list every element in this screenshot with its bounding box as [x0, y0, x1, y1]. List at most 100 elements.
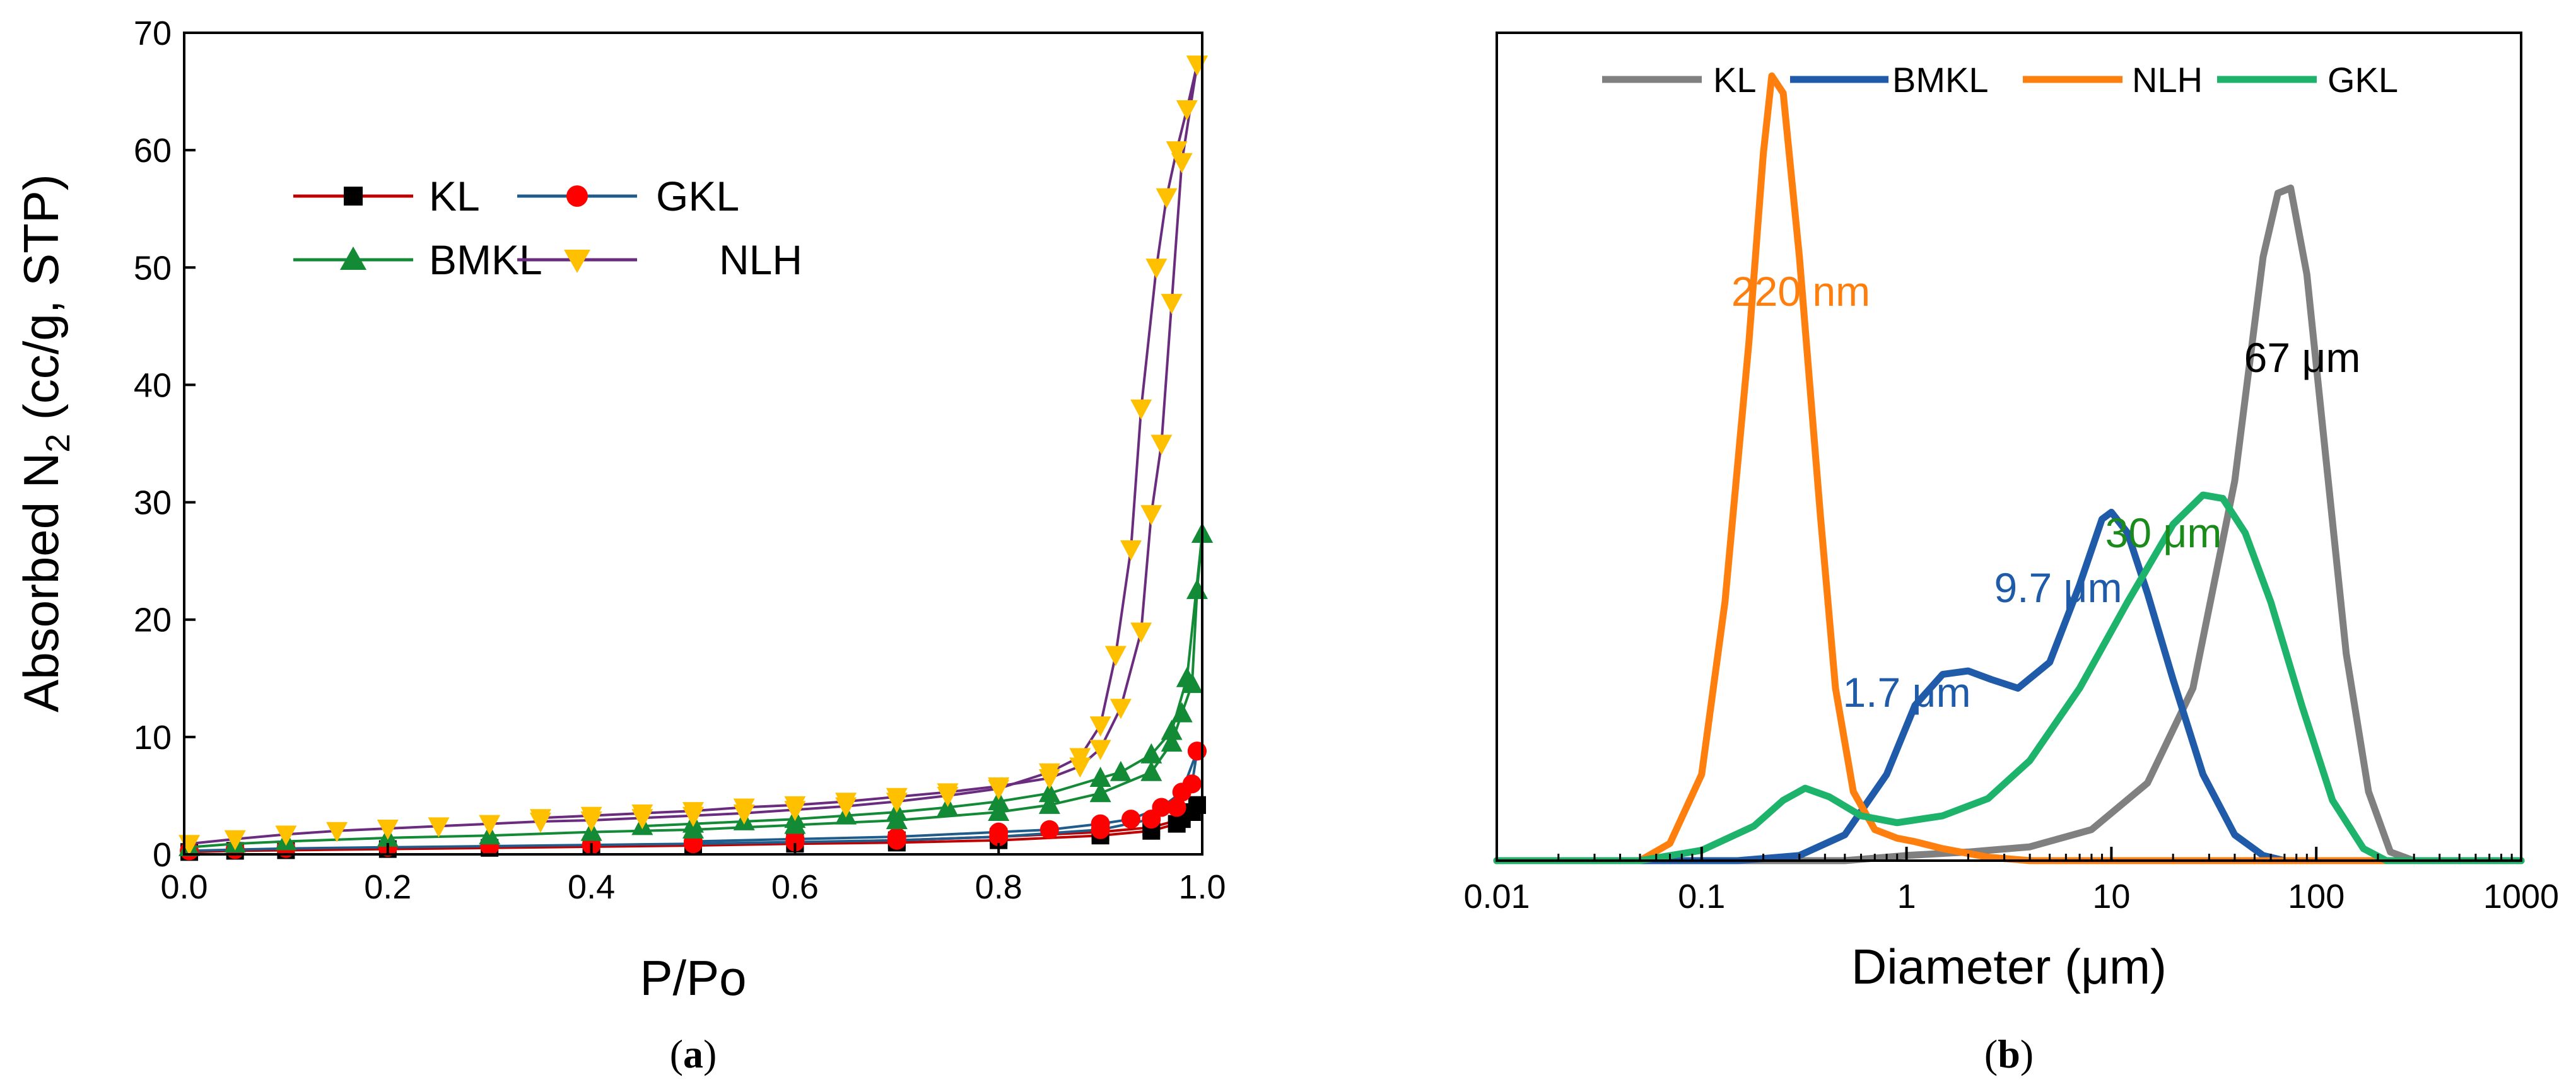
point-a-bmkl: [1176, 666, 1198, 687]
point-a-nlh: [1150, 434, 1173, 455]
point-a-bmkl: [1089, 767, 1111, 788]
point-a-nlh: [835, 793, 857, 813]
point-a-nlh: [326, 822, 348, 842]
point-a-nlh: [1140, 505, 1162, 526]
point-a-gkl: [989, 822, 1009, 842]
point-a-bmkl: [1089, 782, 1111, 803]
point-a-nlh: [733, 798, 755, 819]
point-a-gkl: [1187, 741, 1207, 761]
chart-a-xtick-label: 0.6: [771, 868, 819, 906]
series-b-nlh: [1493, 72, 2525, 864]
point-a-gkl: [1167, 798, 1186, 817]
chart-b-axes: 0.01 0.1 1 10 100 1000: [1463, 847, 2559, 916]
chart-a-xtick-label: 0.0: [160, 868, 208, 906]
point-a-nlh: [1176, 100, 1198, 120]
point-a-nlh: [1166, 141, 1188, 162]
point-a-nlh: [1109, 699, 1132, 719]
chart-b-legend: KL BMKL NLH GKL: [1602, 60, 2398, 100]
point-a-bmkl: [1161, 719, 1183, 740]
point-a-bmkl: [1161, 731, 1183, 752]
point-a-nlh: [428, 817, 450, 838]
annotation-30um: 30 μm: [2105, 509, 2222, 556]
legend-b-label-gkl: GKL: [2327, 60, 2398, 100]
chart-b-xlabel: Diameter (μm): [1851, 939, 2167, 994]
chart-b-xtick-label: 100: [2288, 878, 2345, 916]
point-a-nlh: [1089, 716, 1111, 737]
point-a-gkl: [785, 829, 805, 849]
chart-b-xtick-label: 1: [1897, 878, 1916, 916]
point-a-nlh: [1130, 399, 1152, 420]
point-a-nlh: [1145, 259, 1168, 279]
series-a-nlh: [179, 55, 1208, 856]
point-a-bmkl: [1140, 760, 1162, 781]
point-a-gkl: [1152, 798, 1171, 817]
legend-label-nlh: NLH: [719, 236, 802, 283]
annotation-1-7um: 1.7 μm: [1842, 669, 1970, 716]
legend-item-kl: KL: [293, 173, 480, 219]
point-a-nlh: [1171, 153, 1193, 173]
chart-a-ytick-label: 20: [134, 602, 172, 639]
series-b-bmkl: [1493, 508, 2525, 864]
chart-a-panel-label: (a): [670, 1032, 717, 1076]
point-a-nlh: [1120, 540, 1142, 561]
legend-item-gkl: GKL: [517, 173, 739, 219]
legend-b-item-nlh: NLH: [2023, 60, 2203, 100]
chart-a-xtick-label: 0.4: [568, 868, 615, 906]
point-a-bmkl: [1038, 793, 1060, 814]
point-a-gkl: [1172, 782, 1191, 802]
chart-a-xtick-label: 0.8: [975, 868, 1022, 906]
point-a-nlh: [1104, 646, 1127, 666]
point-a-nlh: [631, 804, 653, 825]
point-a-nlh: [1156, 188, 1178, 209]
chart-b-plot-area: [1493, 72, 2525, 864]
point-a-nlh: [784, 796, 806, 817]
point-a-nlh: [937, 783, 959, 804]
chart-b-panel-letter: b: [1998, 1032, 2020, 1076]
point-a-nlh: [1130, 622, 1152, 643]
point-a-nlh: [580, 806, 602, 827]
point-a-gkl: [1121, 810, 1141, 829]
legend-item-nlh: NLH: [517, 236, 802, 283]
point-a-nlh: [1038, 769, 1060, 790]
chart-a-ytick-label: 30: [134, 484, 172, 522]
chart-a-ytick-label: 40: [134, 366, 172, 404]
chart-a-ylabel-post: (cc/g, STP): [13, 174, 69, 434]
chart-a-ytick-label: 0: [153, 836, 172, 874]
point-a-bmkl: [1038, 782, 1060, 803]
chart-a-ytick-label: 10: [134, 719, 172, 757]
point-a-bmkl: [1171, 702, 1193, 723]
chart-a-ytick-label: 50: [134, 249, 172, 287]
point-a-bmkl: [1109, 760, 1132, 781]
chart-b-xtick-label: 0.1: [1678, 878, 1725, 916]
point-a-gkl: [1091, 814, 1110, 834]
chart-a-ylabel: Absorbed N2 (cc/g, STP): [13, 174, 77, 712]
chart-a-legend: KL GKL BMKL NLH: [293, 173, 802, 283]
chart-b-xtick-label: 0.01: [1463, 878, 1530, 916]
legend-b-item-bmkl: BMKL: [1790, 60, 1989, 100]
chart-b: 0.01 0.1 1 10 100 1000 Diameter (μm) KL BMKL …: [1463, 32, 2559, 1076]
point-a-gkl: [1039, 820, 1059, 839]
legend-b-item-gkl: GKL: [2217, 60, 2398, 100]
point-a-nlh: [275, 825, 297, 846]
point-a-nlh: [224, 830, 246, 851]
point-a-nlh: [529, 809, 551, 830]
point-a-nlh: [682, 802, 704, 823]
chart-a-xlabel: P/Po: [640, 950, 746, 1006]
point-a-bmkl: [988, 790, 1010, 811]
chart-a-xtick-label: 1.0: [1178, 868, 1226, 906]
point-a-gkl: [887, 827, 906, 847]
chart-a-ylabel-sub: 2: [39, 434, 77, 453]
chart-a-axes: 0.0 0.2 0.4 0.6 0.8 1.0 0 10 20 30 40 50 60 70: [134, 15, 1226, 906]
legend-label-kl: KL: [429, 173, 480, 219]
chart-b-xtick-label: 1000: [2483, 878, 2559, 916]
legend-label-gkl: GKL: [656, 173, 739, 219]
point-a-nlh: [988, 777, 1010, 798]
legend-b-label-bmkl: BMKL: [1892, 60, 1989, 100]
annotation-9-7um: 9.7 μm: [1994, 564, 2122, 611]
line-a-nlh-adsorption: [189, 64, 1198, 846]
legend-b-item-kl: KL: [1602, 60, 1757, 100]
point-a-bmkl: [988, 800, 1010, 821]
chart-a: 0.0 0.2 0.4 0.6 0.8 1.0 0 10 20 30 40 50 60 70 Absorb…: [13, 15, 1226, 1076]
point-a-nlh: [886, 788, 908, 808]
